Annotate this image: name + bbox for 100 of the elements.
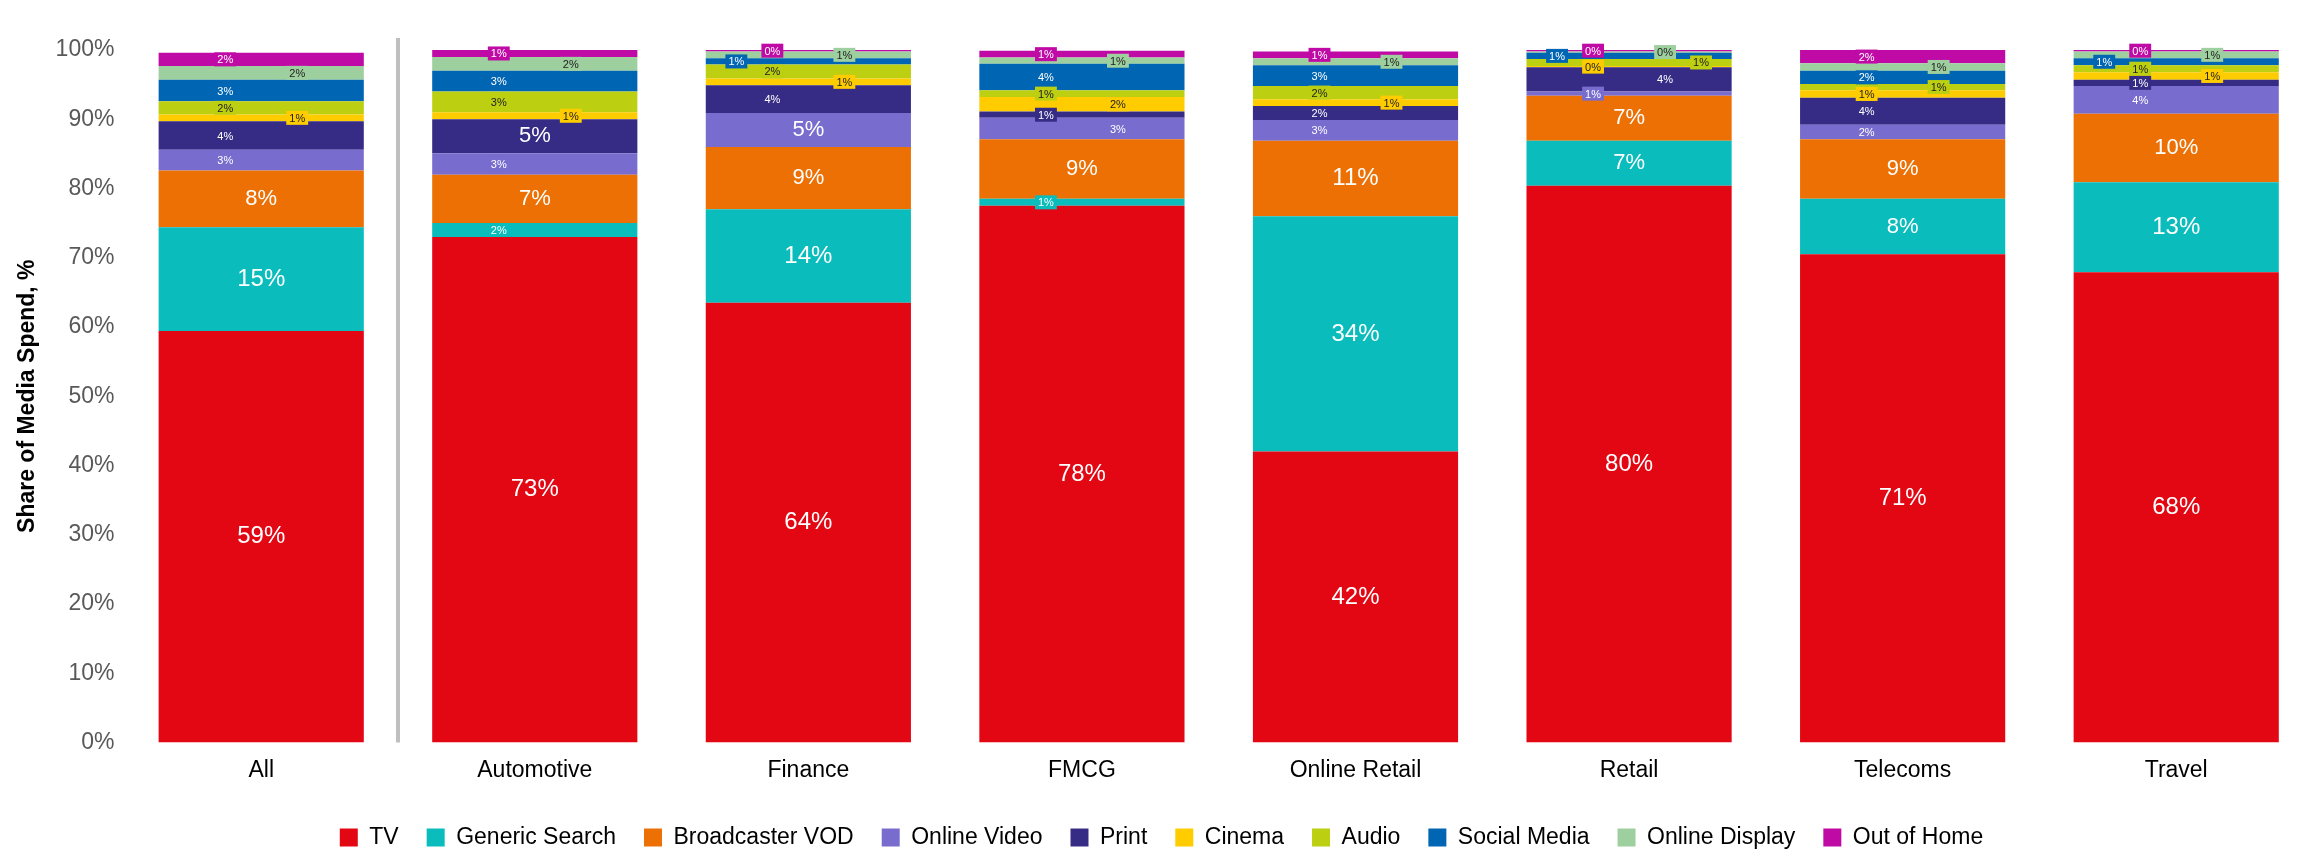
- bar: [1252, 216, 1459, 452]
- data-label: 0%: [1585, 44, 1602, 57]
- bar: [158, 227, 364, 332]
- data-label: 0%: [2132, 44, 2149, 57]
- legend-label: Social Media: [1457, 822, 1590, 849]
- data-label: 13%: [2152, 211, 2201, 239]
- bar: [432, 223, 638, 237]
- bar: [432, 174, 638, 224]
- data-label: 1%: [1037, 48, 1055, 61]
- y-axis-title: Share of Media Spend, %: [13, 259, 40, 533]
- data-label: 2%: [1858, 71, 1875, 84]
- data-label: 3%: [1311, 124, 1328, 137]
- bar: [2073, 86, 2279, 114]
- data-label: 7%: [1613, 149, 1645, 175]
- data-label: 9%: [1886, 155, 1919, 181]
- data-label: 2%: [764, 65, 781, 78]
- x-tick-label: Travel: [2144, 755, 2208, 782]
- bar: [158, 65, 364, 80]
- data-label: 1%: [562, 109, 579, 122]
- bar: [705, 85, 911, 114]
- y-tick-label: 30%: [68, 520, 115, 547]
- bar: [1800, 124, 2006, 140]
- data-label: 4%: [217, 129, 234, 142]
- data-label: 2%: [1109, 98, 1127, 111]
- data-label: 1%: [1585, 87, 1602, 100]
- data-label: 4%: [764, 93, 781, 106]
- legend-label: Broadcaster VOD: [673, 822, 854, 849]
- data-label: 1%: [2096, 55, 2113, 68]
- data-label: 1%: [2204, 70, 2221, 82]
- data-label: 9%: [1066, 155, 1098, 181]
- data-label: 3%: [490, 157, 507, 170]
- bar: [432, 70, 638, 92]
- data-label: 42%: [1331, 581, 1380, 609]
- data-label: 2%: [217, 53, 234, 66]
- bar: [1800, 254, 2006, 743]
- data-label: 1%: [1037, 108, 1055, 121]
- x-tick-label: Retail: [1599, 755, 1659, 782]
- data-label: 2%: [289, 66, 306, 79]
- bar: [979, 205, 1185, 743]
- data-label: 2%: [562, 57, 579, 70]
- bar: [432, 119, 638, 154]
- data-label: 34%: [1331, 318, 1380, 346]
- bar: [1800, 97, 2006, 125]
- data-label: 7%: [518, 184, 551, 210]
- bar: [158, 79, 364, 102]
- y-tick-label: 0%: [81, 727, 115, 754]
- bar: [2073, 272, 2279, 743]
- bar: [1252, 140, 1459, 217]
- data-label: 4%: [1657, 73, 1674, 86]
- y-tick-label: 60%: [68, 312, 115, 339]
- data-label: 71%: [1878, 482, 1927, 510]
- data-label: 8%: [1886, 212, 1919, 238]
- legend-label: Cinema: [1204, 822, 1285, 849]
- x-tick-label: Automotive: [477, 755, 593, 782]
- bar: [158, 149, 364, 171]
- bar: [432, 56, 638, 71]
- data-label: 4%: [2132, 93, 2149, 106]
- data-label: 5%: [518, 122, 551, 148]
- legend-label: Online Video: [911, 822, 1043, 849]
- bar: [1252, 119, 1459, 141]
- data-label: 1%: [836, 75, 853, 88]
- data-label: 3%: [1109, 122, 1127, 135]
- legend-label: Generic Search: [456, 822, 616, 849]
- x-tick-label: FMCG: [1048, 755, 1116, 782]
- data-label: 4%: [1037, 71, 1055, 84]
- data-label: 2%: [490, 224, 507, 237]
- data-label: 3%: [490, 95, 507, 108]
- data-label: 1%: [1109, 54, 1127, 67]
- data-label: 1%: [1858, 88, 1875, 100]
- data-label: 59%: [237, 521, 286, 549]
- data-label: 1%: [490, 47, 507, 60]
- data-label: 1%: [836, 48, 853, 61]
- y-tick-label: 40%: [68, 450, 115, 477]
- legend-label: Online Display: [1647, 822, 1796, 849]
- legend-label: TV: [369, 822, 400, 849]
- bar: [1252, 65, 1459, 87]
- bar: [1800, 139, 2006, 199]
- data-label: 73%: [510, 474, 559, 502]
- data-label: 1%: [1383, 55, 1400, 68]
- y-tick-label: 10%: [68, 658, 115, 685]
- data-label: 5%: [792, 116, 825, 142]
- y-tick-label: 90%: [68, 104, 115, 131]
- data-label: 1%: [2204, 48, 2221, 61]
- bar: [979, 117, 1185, 140]
- y-tick-label: 80%: [68, 173, 115, 200]
- legend-label: Out of Home: [1852, 822, 1984, 849]
- bar: [1252, 106, 1459, 120]
- bar: [1526, 185, 1732, 743]
- data-label: 3%: [217, 154, 234, 167]
- bar: [979, 63, 1185, 91]
- data-label: 68%: [2152, 491, 2201, 519]
- data-label: 14%: [784, 240, 833, 268]
- x-tick-label: Telecoms: [1854, 755, 1952, 782]
- data-label: 15%: [237, 263, 286, 291]
- legend-label: Audio: [1341, 822, 1401, 849]
- legend-label: Print: [1100, 822, 1148, 849]
- data-label: 7%: [1613, 104, 1645, 130]
- bar: [432, 236, 638, 743]
- data-label: 0%: [1585, 60, 1602, 73]
- data-label: 1%: [1037, 196, 1055, 209]
